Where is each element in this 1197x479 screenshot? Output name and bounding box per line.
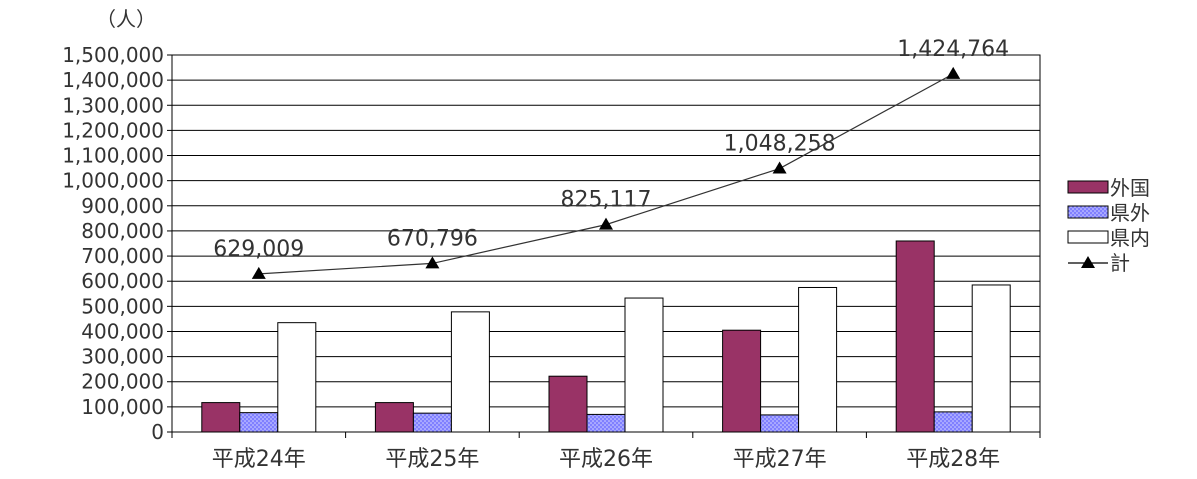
- bar-外国-平成26年: [548, 375, 588, 433]
- total-data-label: 825,117: [561, 188, 652, 213]
- bar-県内-平成24年: [277, 322, 317, 433]
- y-tick-label: 1,500,000: [62, 43, 164, 67]
- y-tick-label: 200,000: [81, 370, 164, 394]
- total-data-label: 1,424,764: [897, 37, 1009, 62]
- y-tick-label: 1,200,000: [62, 118, 164, 142]
- total-data-label: 1,048,258: [724, 132, 836, 157]
- legend-swatch-県外: [1067, 205, 1109, 219]
- bar-外国-平成25年: [374, 402, 414, 433]
- y-tick-label: 900,000: [81, 194, 164, 218]
- bar-県内-平成25年: [450, 311, 490, 433]
- legend-label: 県外: [1110, 201, 1150, 225]
- legend-swatch-外国: [1067, 180, 1109, 194]
- y-tick-label: 1,300,000: [62, 93, 164, 117]
- bar-外国-平成27年: [722, 329, 762, 433]
- y-tick-label: 400,000: [81, 319, 164, 343]
- legend-label: 外国: [1110, 176, 1150, 200]
- y-tick-label: 1,100,000: [62, 144, 164, 168]
- total-marker-triangle: [772, 161, 787, 174]
- total-line: [258, 73, 954, 275]
- x-tick-label: 平成24年: [212, 447, 306, 472]
- y-tick-label: 1,400,000: [62, 68, 164, 92]
- x-tick-label: 平成26年: [559, 447, 653, 472]
- bar-外国-平成24年: [201, 402, 241, 433]
- bar-県内-平成28年: [971, 284, 1011, 433]
- bar-県内-平成27年: [798, 286, 838, 433]
- x-tick-label: 平成25年: [385, 447, 479, 472]
- legend-label: 計: [1110, 251, 1130, 275]
- bar-県内-平成26年: [624, 297, 664, 433]
- y-tick-label: 300,000: [81, 345, 164, 369]
- y-tick-label: 600,000: [81, 269, 164, 293]
- total-marker-triangle: [599, 217, 613, 230]
- total-data-label: 629,009: [213, 237, 304, 262]
- legend-swatch-県内: [1067, 230, 1109, 244]
- x-tick-label: 平成27年: [733, 447, 827, 472]
- y-tick-label: 700,000: [81, 244, 164, 268]
- bar-県外-平成28年: [933, 411, 973, 433]
- legend-swatch-marker: [1081, 256, 1095, 268]
- bar-県外-平成24年: [239, 412, 279, 433]
- y-tick-label: 0: [151, 420, 164, 444]
- bar-県外-平成26年: [586, 413, 626, 433]
- total-marker-triangle: [251, 266, 266, 279]
- x-tick-label: 平成28年: [906, 447, 1000, 472]
- legend-label: 県内: [1110, 226, 1150, 250]
- y-tick-label: 1,000,000: [62, 169, 164, 193]
- bar-県外-平成25年: [412, 412, 452, 433]
- y-tick-label: 100,000: [81, 395, 164, 419]
- y-tick-label: 500,000: [81, 294, 164, 318]
- bar-県外-平成27年: [760, 414, 800, 433]
- y-axis-unit-label: （人）: [96, 7, 156, 31]
- total-marker-triangle: [425, 256, 440, 269]
- y-tick-label: 800,000: [81, 219, 164, 243]
- bar-外国-平成28年: [895, 240, 935, 433]
- total-data-label: 670,796: [387, 226, 478, 251]
- total-marker-triangle: [946, 66, 961, 79]
